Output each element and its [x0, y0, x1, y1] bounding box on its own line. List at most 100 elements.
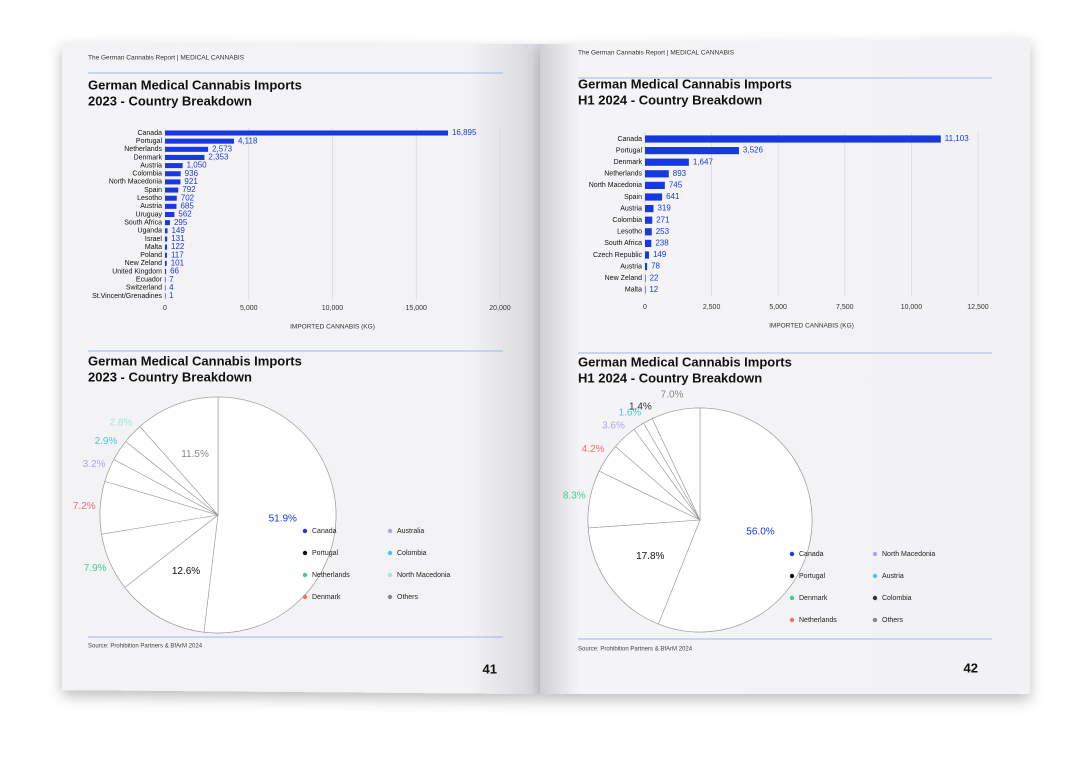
bar: [165, 163, 183, 169]
category-label: Czech Republic: [593, 252, 643, 259]
source-note: Source: Prohibition Partners & BfArM 202…: [88, 644, 203, 650]
category-label: Spain: [144, 187, 162, 194]
legend-swatch: [302, 594, 308, 600]
chart-subtitle: H1 2024 - Country Breakdown: [578, 92, 762, 107]
value-label: 238: [655, 239, 669, 248]
pie-slice: [587, 519, 701, 625]
category-label: Colombia: [132, 171, 162, 178]
legend-swatch: [789, 573, 795, 579]
category-label: South Africa: [604, 240, 642, 247]
pie-slice: [658, 407, 813, 633]
legend-label: Canada: [799, 551, 824, 558]
value-label: 792: [182, 185, 196, 194]
value-label: 7: [169, 275, 174, 284]
bar: [645, 170, 669, 178]
value-label: 22: [650, 273, 659, 282]
x-tick-label: 15,000: [406, 305, 428, 312]
legend-swatch: [387, 550, 393, 556]
value-label: 295: [174, 218, 188, 227]
slice-label: 2.9%: [95, 436, 118, 447]
legend-swatch: [789, 595, 795, 601]
bar: [165, 187, 179, 193]
bar: [165, 236, 168, 242]
bar: [645, 216, 653, 224]
value-label: 921: [184, 177, 198, 186]
category-label: Canada: [617, 136, 642, 143]
category-label: Israel: [145, 236, 163, 243]
slice-label: 51.9%: [269, 514, 297, 525]
value-label: 117: [171, 250, 184, 259]
category-label: Spain: [624, 194, 642, 201]
legend-swatch: [387, 594, 393, 600]
page-number: 42: [964, 660, 978, 675]
value-label: 319: [657, 204, 671, 213]
running-header: The German Cannabis Report | MEDICAL CAN…: [578, 50, 735, 57]
bar: [645, 251, 649, 259]
chart-subtitle: 2023 - Country Breakdown: [88, 93, 252, 108]
value-label: 685: [180, 201, 194, 210]
bar: [165, 171, 181, 177]
legend-label: Colombia: [882, 595, 912, 602]
bar: [165, 130, 448, 136]
bar: [165, 285, 166, 291]
chart-title: German Medical Cannabis Imports: [578, 354, 792, 369]
legend-label: North Macedonia: [882, 551, 935, 558]
category-label: Netherlands: [124, 146, 162, 153]
slice-label: 3.2%: [83, 459, 106, 470]
value-label: 1,647: [693, 157, 714, 166]
legend-label: Others: [397, 594, 419, 601]
value-label: 12: [649, 285, 658, 294]
value-label: 253: [656, 227, 670, 236]
x-tick-label: 5,000: [240, 305, 258, 312]
value-label: 3,526: [743, 146, 764, 155]
bar: [645, 135, 941, 143]
category-label: New Zeland: [125, 260, 162, 267]
category-label: Austria: [620, 205, 642, 212]
value-label: 16,895: [452, 128, 477, 137]
category-label: Austria: [140, 203, 162, 210]
bar: [645, 158, 689, 166]
category-label: Poland: [140, 252, 162, 259]
x-tick-label: 12,500: [967, 304, 989, 311]
value-label: 11,103: [945, 134, 969, 143]
legend-label: Australia: [397, 528, 424, 535]
value-label: 936: [185, 169, 199, 178]
x-tick-label: 10,000: [901, 304, 923, 311]
bar: [165, 269, 167, 275]
slice-label: 1.6%: [619, 407, 642, 418]
bar: [165, 244, 168, 250]
value-label: 101: [171, 259, 185, 268]
x-tick-label: 20,000: [489, 305, 511, 312]
bar: [645, 263, 648, 271]
value-label: 1: [169, 291, 174, 300]
slice-label: 11.5%: [181, 449, 209, 460]
category-label: Colombia: [612, 217, 642, 224]
legend-label: North Macedonia: [397, 572, 450, 579]
bar: [645, 274, 646, 282]
bar: [645, 239, 652, 247]
slice-label: 7.2%: [73, 501, 96, 512]
category-label: Canada: [137, 130, 162, 137]
bar: [165, 293, 166, 299]
legend-swatch: [387, 572, 393, 578]
bar: [165, 228, 168, 234]
slice-label: 2.8%: [109, 417, 132, 428]
slice-label: 3.6%: [602, 420, 625, 431]
legend-label: Others: [882, 617, 904, 624]
slice-label: 7.9%: [84, 563, 107, 574]
legend-label: Austria: [882, 573, 904, 580]
category-label: Denmark: [134, 154, 163, 161]
category-label: Uganda: [137, 228, 162, 235]
value-label: 131: [171, 234, 185, 243]
category-label: Denmark: [614, 159, 643, 166]
category-label: North Macedonia: [589, 182, 642, 189]
chart-subtitle: 2023 - Country Breakdown: [88, 369, 252, 384]
slice-label: 12.6%: [172, 566, 200, 577]
legend-swatch: [302, 550, 308, 556]
legend-label: Denmark: [799, 595, 828, 602]
value-label: 562: [178, 210, 192, 219]
slice-label: 4.2%: [582, 444, 605, 455]
category-label: St.Vincent/Grenadines: [92, 293, 162, 300]
bar: [645, 193, 663, 201]
legend-label: Denmark: [312, 594, 341, 601]
